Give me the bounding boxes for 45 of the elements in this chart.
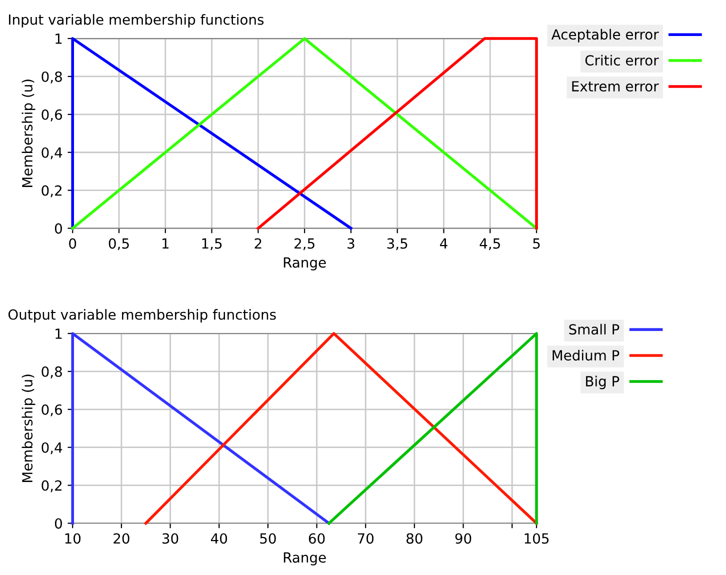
chart-title: Input variable membership functions <box>9 14 264 28</box>
x-tick-label: 0 <box>69 238 76 249</box>
x-tick-label: 2,5 <box>294 238 314 250</box>
legend-label: Critic error <box>585 54 659 66</box>
y-tick-label: 0,2 <box>42 480 62 492</box>
x-axis-title: Range <box>284 552 326 566</box>
legend-label: Small P <box>569 324 620 335</box>
x-tick-label: 1,5 <box>202 238 222 250</box>
x-tick-label: 80 <box>406 533 422 544</box>
y-tick-label: 0 <box>54 518 62 529</box>
x-tick-label: 0,5 <box>108 238 129 250</box>
y-axis-title: Membership (u) <box>22 374 36 482</box>
chart-title: Output variable membership functions <box>8 309 276 322</box>
x-tick-label: 20 <box>114 533 130 544</box>
x-tick-label: 70 <box>358 533 374 544</box>
x-tick-label: 1 <box>162 238 169 249</box>
x-tick-label: 2 <box>254 238 262 249</box>
x-tick-label: 4,5 <box>480 238 500 250</box>
legend-label: Aceptable error <box>551 28 659 42</box>
x-tick-label: 10 <box>65 533 81 544</box>
x-tick-label: 60 <box>308 533 325 544</box>
y-tick-label: 0,8 <box>42 71 62 84</box>
y-tick-label: 0,6 <box>42 109 62 122</box>
x-axis-title: Range <box>284 257 326 270</box>
y-tick-label: 0,6 <box>42 404 62 416</box>
x-tick-label: 3 <box>348 238 354 249</box>
y-tick-label: 0 <box>54 223 62 234</box>
legend-label: Big P <box>586 376 620 390</box>
legend-label: Extrem error <box>572 81 659 92</box>
legend-label: Medium P <box>552 350 620 361</box>
y-tick-label: 0,4 <box>42 442 62 454</box>
x-tick-label: 50 <box>260 533 276 544</box>
x-tick-label: 105 <box>524 533 549 544</box>
y-axis-title: Membership (u) <box>22 80 36 187</box>
x-tick-label: 90 <box>455 533 472 544</box>
y-tick-label: 0,2 <box>42 185 62 198</box>
y-tick-label: 0,4 <box>42 147 62 160</box>
y-tick-label: 0,8 <box>42 366 62 378</box>
x-tick-label: 5 <box>533 238 540 249</box>
y-tick-label: 1 <box>56 34 62 44</box>
x-tick-label: 3,5 <box>387 238 408 250</box>
x-tick-label: 4 <box>440 238 448 249</box>
x-tick-label: 40 <box>210 533 228 544</box>
y-tick-label: 1 <box>56 328 62 339</box>
x-tick-label: 30 <box>162 533 178 544</box>
